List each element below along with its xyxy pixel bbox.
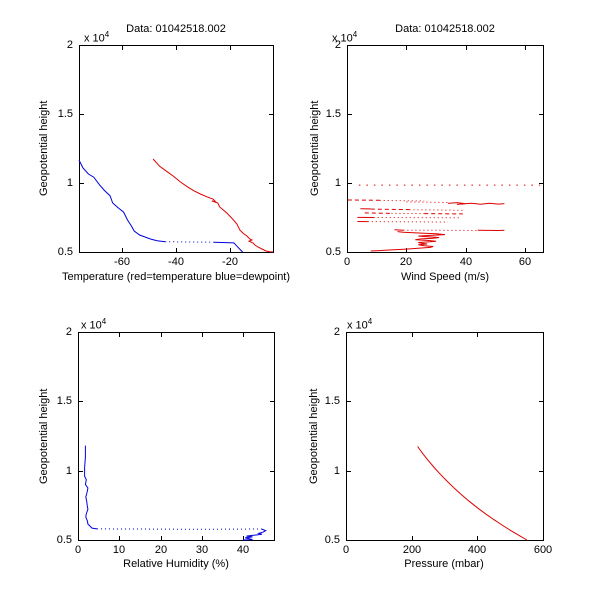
y-tick-label: 1 bbox=[334, 176, 341, 189]
subplot3-axes-box bbox=[78, 332, 275, 541]
x-tick-label: 600 bbox=[533, 544, 553, 556]
y-tick-label: 0.5 bbox=[56, 533, 72, 546]
y-tick-label: 1 bbox=[333, 464, 340, 477]
y-scale-text: x 10 bbox=[81, 319, 102, 332]
x-tick-label: -60 bbox=[114, 256, 130, 268]
subplot1-xlabel: Temperature (red=temperature blue=dewpoi… bbox=[61, 271, 291, 283]
subplot4-xlabel: Pressure (mbar) bbox=[404, 558, 484, 570]
y-tick-label: 0.5 bbox=[325, 245, 341, 258]
x-tick-label: -40 bbox=[168, 256, 184, 268]
subplot3-y-scale-label: x 104 bbox=[81, 315, 106, 333]
subplot2-ylabel: Geopotential height bbox=[309, 100, 321, 197]
dewpoint-blue-lower bbox=[213, 241, 243, 253]
x-tick-label: 200 bbox=[402, 544, 422, 556]
y-scale-text: x 10 bbox=[84, 32, 105, 45]
subplot3-xlabel: Relative Humidity (%) bbox=[123, 558, 229, 570]
subplot3-ylabel: Geopotential height bbox=[38, 388, 50, 484]
dewpoint-blue-gap bbox=[165, 241, 214, 243]
x-tick-label: 400 bbox=[467, 544, 487, 556]
y-tick-label: 1.5 bbox=[325, 107, 341, 120]
x-tick-label: -20 bbox=[222, 256, 238, 268]
subplot4-axes-box bbox=[346, 332, 544, 541]
wind-row-086-dots bbox=[406, 201, 449, 203]
y-tick-label: 1.5 bbox=[57, 107, 73, 120]
subplot2-y-scale-label: x 104 bbox=[332, 28, 357, 46]
wind-lower-profile bbox=[370, 231, 446, 252]
y-tick-label: 2 bbox=[334, 38, 341, 51]
y-tick-label: 0.5 bbox=[57, 245, 73, 258]
wind-row-072-dots bbox=[367, 221, 449, 223]
x-tick-label: 0 bbox=[342, 544, 350, 556]
x-tick-label: 40 bbox=[236, 544, 250, 556]
y-scale-exp: 4 bbox=[367, 317, 373, 326]
wind-row-080-dots bbox=[409, 209, 463, 211]
subplot4-y-scale-label: x 104 bbox=[347, 315, 372, 333]
y-scale-exp: 4 bbox=[352, 30, 358, 39]
humidity-lower bbox=[243, 528, 267, 541]
x-tick-label: 20 bbox=[399, 256, 413, 268]
subplot1-axes-box bbox=[79, 45, 274, 253]
y-tick-label: 1 bbox=[65, 464, 72, 477]
x-tick-label: 0 bbox=[74, 544, 82, 556]
humidity-upper bbox=[84, 445, 98, 530]
y-scale-exp: 4 bbox=[101, 317, 107, 326]
y-scale-text: x 10 bbox=[332, 32, 353, 45]
y-tick-label: 1.5 bbox=[324, 394, 340, 407]
x-tick-label: 0 bbox=[343, 256, 351, 268]
subplot1-title: Data: 01042518.002 bbox=[126, 23, 226, 35]
pressure-profile bbox=[417, 446, 528, 541]
subplot2-axes-box bbox=[347, 45, 544, 253]
subplot4-ylabel: Geopotential height bbox=[308, 388, 320, 484]
x-tick-label: 30 bbox=[195, 544, 209, 556]
y-scale-exp: 4 bbox=[104, 30, 110, 39]
wind-row-085-zigzag bbox=[447, 202, 505, 205]
y-tick-label: 1 bbox=[66, 176, 73, 189]
x-tick-label: 10 bbox=[112, 544, 126, 556]
y-tick-label: 2 bbox=[333, 325, 340, 338]
dewpoint-blue-upper bbox=[78, 159, 166, 243]
x-tick-label: 40 bbox=[459, 256, 473, 268]
subplot1-ylabel: Geopotential height bbox=[38, 100, 50, 197]
y-scale-text: x 10 bbox=[347, 319, 368, 332]
y-tick-label: 2 bbox=[65, 325, 72, 338]
temperature-red bbox=[152, 158, 274, 253]
y-tick-label: 1.5 bbox=[56, 394, 72, 407]
subplot2-xlabel: Wind Speed (m/s) bbox=[400, 271, 490, 283]
x-tick-label: 20 bbox=[154, 544, 168, 556]
y-tick-label: 0.5 bbox=[324, 533, 340, 546]
wind-row-081-dash bbox=[370, 208, 410, 211]
wind-row-078-dash bbox=[364, 212, 392, 214]
wind-row-087-dots bbox=[379, 199, 425, 202]
subplot1-y-scale-label: x 104 bbox=[84, 28, 109, 46]
y-tick-label: 2 bbox=[66, 38, 73, 51]
subplot2-title: Data: 01042518.002 bbox=[395, 23, 495, 35]
x-tick-label: 60 bbox=[518, 256, 532, 268]
